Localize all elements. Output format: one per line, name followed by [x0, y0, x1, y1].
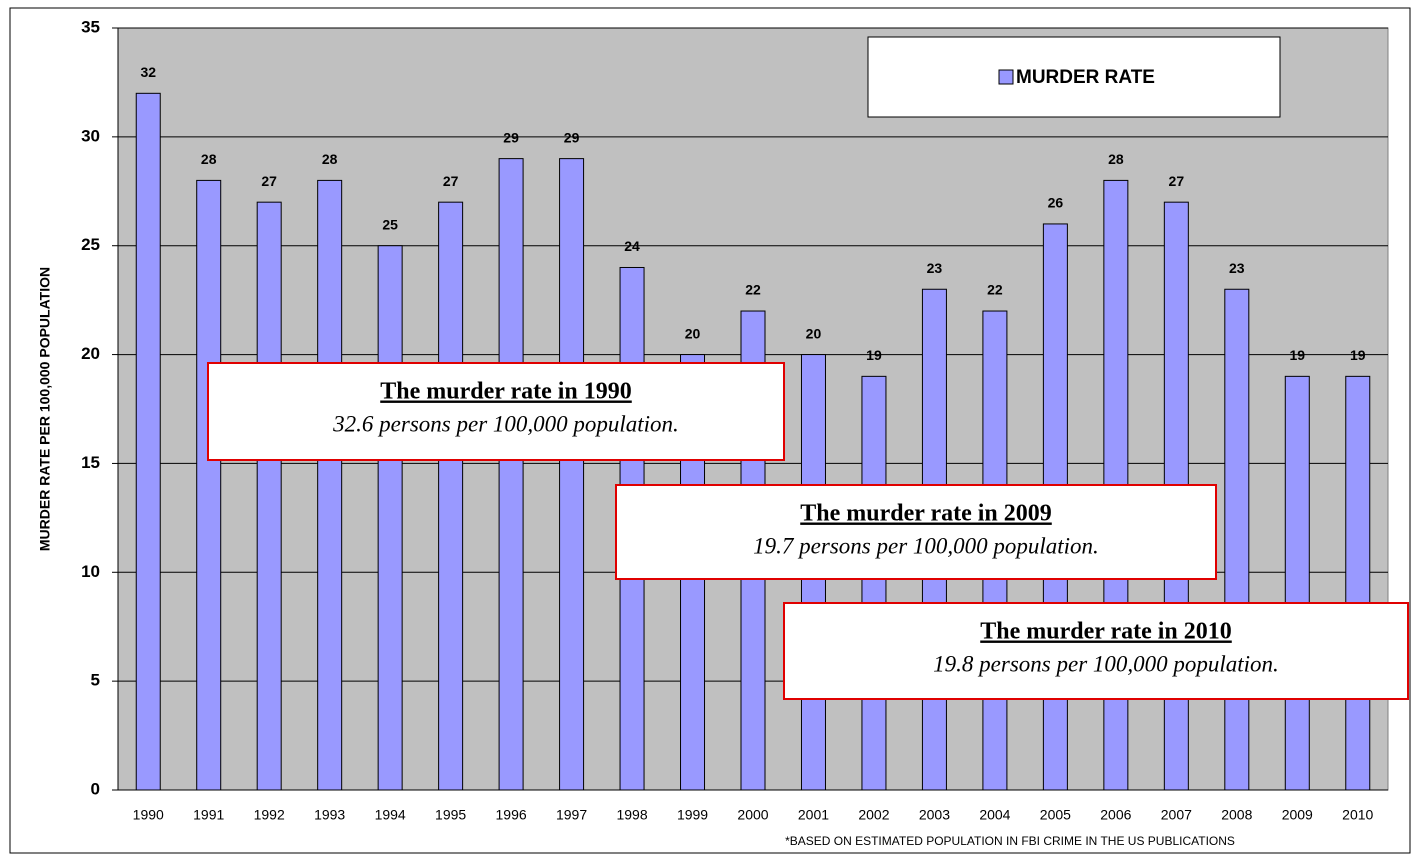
x-tick-label: 1996: [496, 807, 527, 823]
x-tick-label: 1992: [254, 807, 285, 823]
data-label: 29: [503, 129, 519, 145]
bar: [317, 179, 343, 791]
data-label: 28: [1108, 151, 1124, 167]
y-tick-label: 10: [81, 562, 100, 581]
x-tick-label: 1995: [435, 807, 466, 823]
x-tick-label: 1991: [193, 807, 224, 823]
bar: [498, 158, 524, 791]
data-label: 19: [866, 347, 882, 363]
data-label: 22: [987, 282, 1003, 298]
data-label: 22: [745, 282, 761, 298]
y-tick-label: 5: [91, 671, 100, 690]
data-label: 28: [322, 151, 338, 167]
x-tick-label: 1997: [556, 807, 587, 823]
x-tick-label: 2002: [858, 807, 889, 823]
bar: [377, 245, 403, 791]
annotation-title: The murder rate in 2009: [800, 501, 1052, 527]
bar: [196, 179, 222, 791]
data-label: 19: [1289, 347, 1305, 363]
x-tick-label: 1990: [133, 807, 164, 823]
annotation-box: [207, 362, 785, 461]
bar: [861, 375, 887, 791]
data-label: 24: [624, 238, 640, 254]
bar: [1284, 375, 1310, 791]
data-label: 20: [685, 325, 701, 341]
legend-label: MURDER RATE: [1016, 67, 1155, 88]
data-label: 20: [806, 325, 822, 341]
x-tick-label: 2006: [1100, 807, 1131, 823]
annotation-box: [783, 602, 1409, 700]
x-tick-label: 1993: [314, 807, 345, 823]
legend-swatch: [998, 69, 1014, 85]
data-label: 27: [261, 173, 277, 189]
data-label: 26: [1048, 195, 1064, 211]
x-tick-label: 2005: [1040, 807, 1071, 823]
data-label: 19: [1350, 347, 1366, 363]
annotation-text: 32.6 persons per 100,000 population.: [332, 411, 679, 436]
y-tick-label: 20: [81, 344, 100, 363]
bar: [256, 201, 282, 791]
data-label: 27: [443, 173, 459, 189]
x-tick-label: 1999: [677, 807, 708, 823]
y-tick-label: 30: [81, 126, 100, 145]
bar: [135, 92, 161, 791]
x-tick-label: 2008: [1221, 807, 1252, 823]
data-label: 29: [564, 129, 580, 145]
data-label: 25: [382, 216, 398, 232]
bar: [1345, 375, 1371, 791]
bar: [559, 158, 585, 791]
x-tick-label: 2004: [979, 807, 1010, 823]
x-tick-label: 1998: [616, 807, 647, 823]
bar: [438, 201, 464, 791]
data-label: 23: [927, 260, 943, 276]
footnote: *BASED ON ESTIMATED POPULATION IN FBI CR…: [785, 834, 1235, 848]
bar: [1224, 288, 1250, 791]
annotation-title: The murder rate in 2010: [980, 619, 1232, 645]
x-tick-label: 2000: [737, 807, 768, 823]
annotation-text: 19.7 persons per 100,000 population.: [753, 533, 1099, 558]
data-label: 32: [140, 64, 156, 80]
annotation-text: 19.8 persons per 100,000 population.: [933, 651, 1279, 676]
x-tick-label: 2003: [919, 807, 950, 823]
data-label: 27: [1169, 173, 1185, 189]
x-tick-label: 2009: [1282, 807, 1313, 823]
y-tick-label: 15: [81, 453, 100, 472]
x-tick-label: 1994: [375, 807, 406, 823]
y-tick-label: 35: [81, 17, 100, 36]
y-tick-label: 0: [91, 779, 100, 798]
x-tick-label: 2001: [798, 807, 829, 823]
x-tick-label: 2007: [1161, 807, 1192, 823]
legend-box: [867, 36, 1281, 118]
y-axis-label: MURDER RATE PER 100,000 POPULATION: [37, 267, 53, 551]
x-tick-label: 2010: [1342, 807, 1373, 823]
data-label: 28: [201, 151, 217, 167]
annotation-title: The murder rate in 1990: [380, 379, 632, 405]
y-tick-label: 25: [81, 235, 100, 254]
data-label: 23: [1229, 260, 1245, 276]
annotation-box: [615, 484, 1217, 580]
